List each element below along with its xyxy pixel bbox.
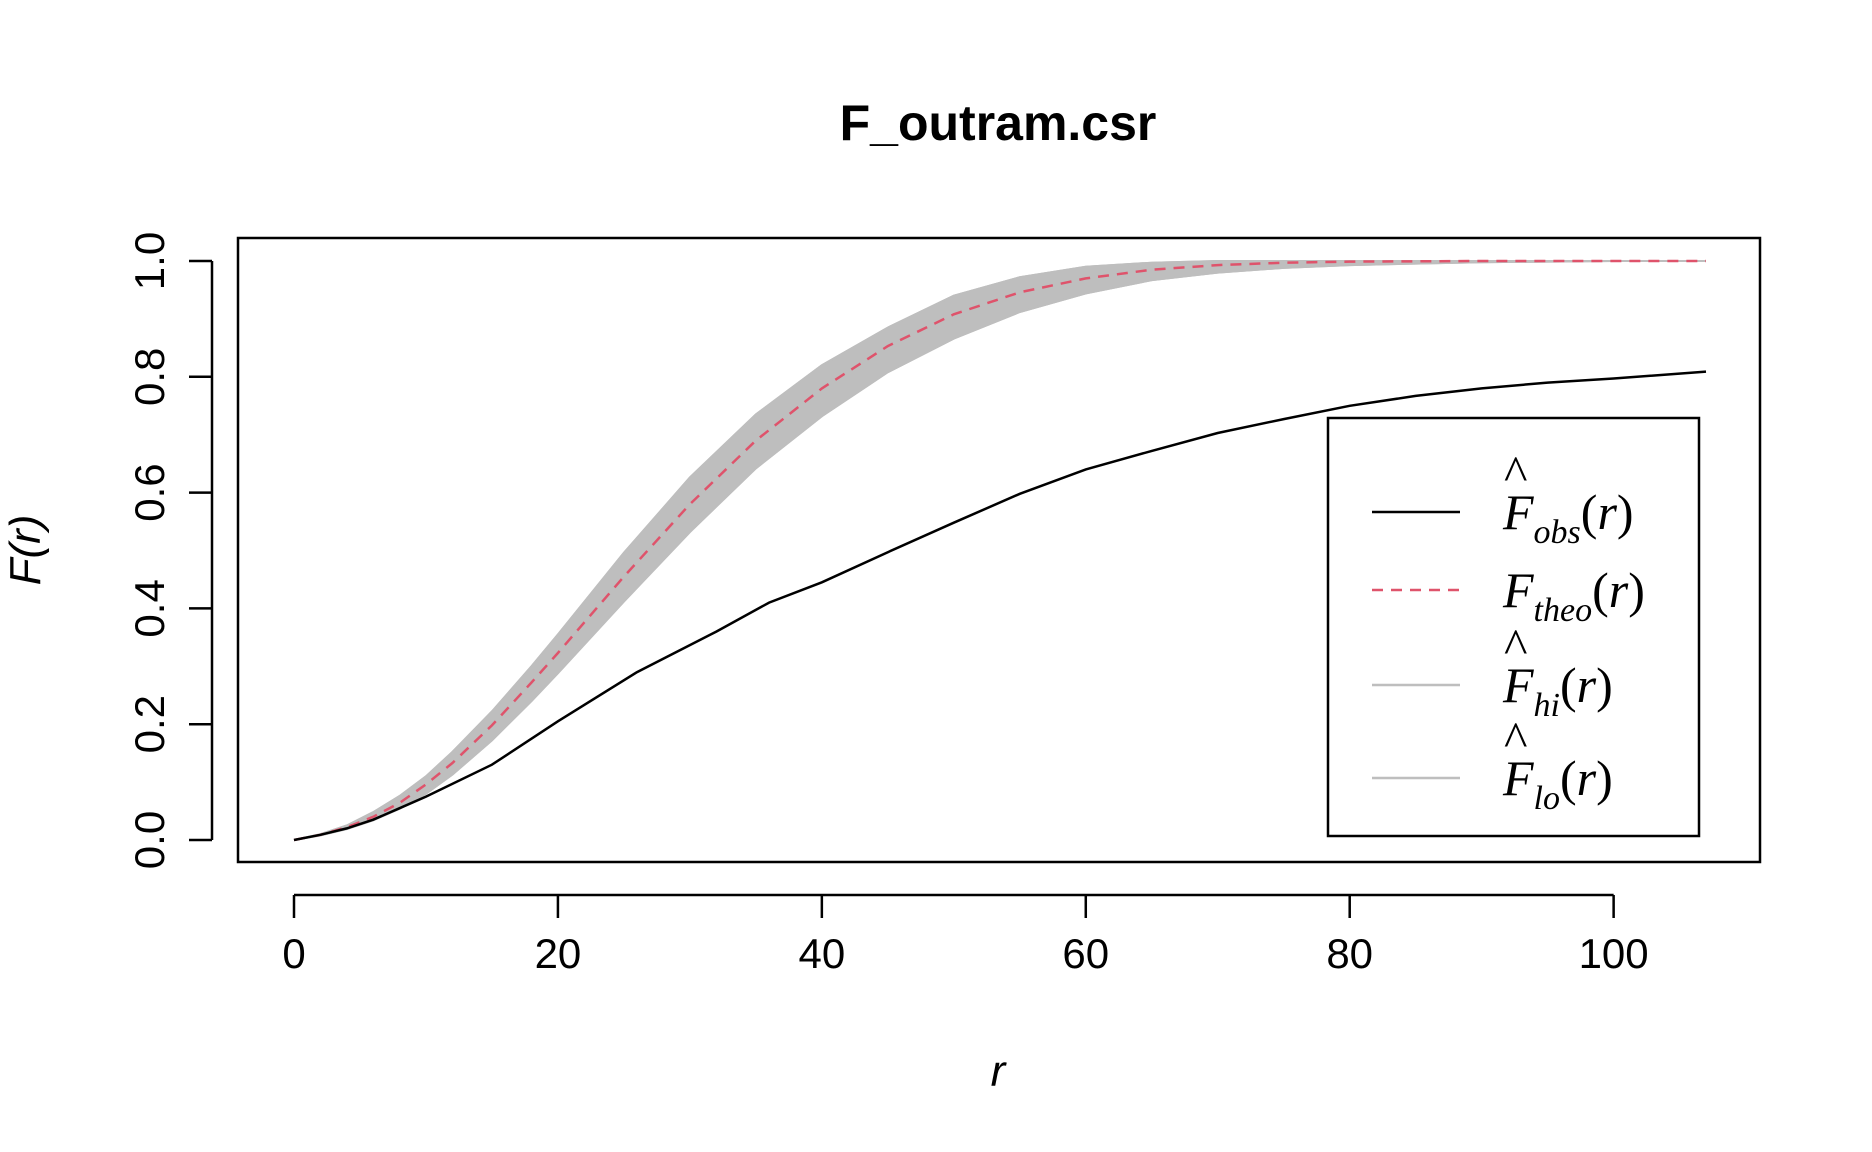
- legend-item-theo: Ftheo(r): [1372, 562, 1645, 629]
- series-hi-line: [293, 260, 1706, 841]
- y-tick-label: 0.0: [126, 811, 173, 869]
- legend-label: Ftheo(r): [1502, 562, 1645, 629]
- legend-item-lo: Flo(r)^: [1372, 711, 1613, 817]
- series-obs-line: [293, 370, 1707, 842]
- legend-label: Flo(r): [1502, 750, 1613, 817]
- legend-item-hi: Fhi(r)^: [1372, 618, 1613, 724]
- legend-hat: ^: [1504, 618, 1527, 674]
- x-axis: 0 20 40 60 80 100: [282, 893, 1649, 977]
- legend-box: [1326, 416, 1701, 838]
- x-tick-label: 20: [535, 930, 582, 977]
- legend-hat: ^: [1504, 711, 1527, 767]
- y-axis: 0.0 0.2 0.4 0.6 0.8 1.0: [126, 232, 214, 869]
- legend-item-obs: Fobs(r)^: [1372, 445, 1634, 551]
- y-tick-label: 0.6: [126, 463, 173, 521]
- legend-label: Fhi(r): [1502, 657, 1613, 724]
- x-tick-label: 40: [798, 930, 845, 977]
- x-axis-label: r: [991, 1047, 1008, 1096]
- y-tick-label: 0.8: [126, 348, 173, 406]
- legend: Fobs(r)^Ftheo(r)Fhi(r)^Flo(r)^: [1326, 416, 1701, 838]
- x-tick-label: 100: [1579, 930, 1649, 977]
- chart-title: F_outram.csr: [840, 95, 1157, 151]
- x-tick-label: 80: [1326, 930, 1373, 977]
- plot-frame: [236, 236, 1762, 864]
- y-tick-label: 0.4: [126, 579, 173, 637]
- x-tick-label: 0: [282, 930, 305, 977]
- y-tick-label: 1.0: [126, 232, 173, 290]
- y-tick-label: 0.2: [126, 695, 173, 753]
- legend-hat: ^: [1504, 445, 1527, 501]
- x-tick-label: 60: [1062, 930, 1109, 977]
- plot-content: [293, 259, 1707, 842]
- y-axis-label: F(r): [1, 515, 50, 586]
- legend-label: Fobs(r): [1502, 484, 1634, 551]
